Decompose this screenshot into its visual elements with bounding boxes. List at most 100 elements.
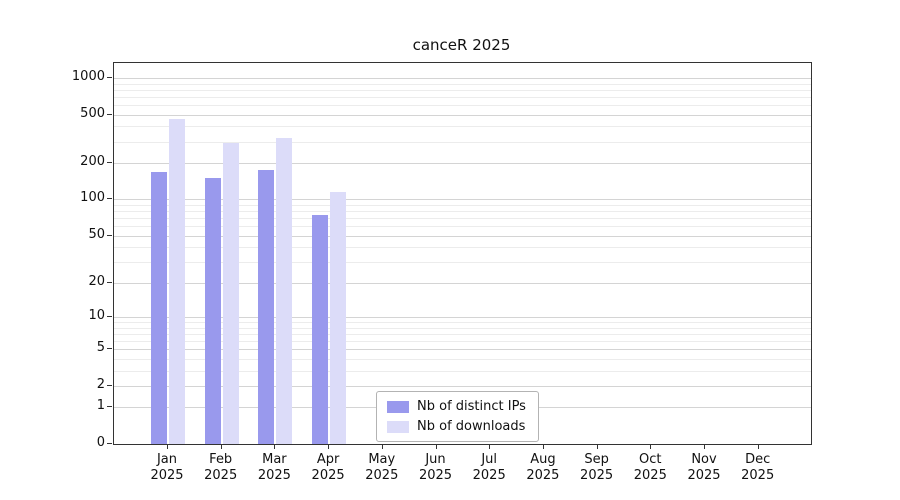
gridline-major bbox=[114, 199, 811, 201]
x-tick-year: 2025 bbox=[580, 468, 614, 483]
bar-downloads-jan bbox=[169, 119, 185, 444]
y-tick-label: 50 bbox=[88, 226, 105, 242]
gridline-minor bbox=[114, 141, 811, 143]
x-tick-year: 2025 bbox=[365, 468, 399, 483]
gridline-minor bbox=[114, 247, 811, 249]
x-tick-year: 2025 bbox=[311, 468, 345, 483]
x-tick-year: 2025 bbox=[687, 468, 721, 483]
y-tick-mark bbox=[107, 76, 112, 78]
x-tick-year: 2025 bbox=[150, 468, 184, 483]
x-tick-year: 2025 bbox=[257, 468, 291, 483]
y-tick-mark bbox=[107, 443, 112, 444]
gridline-minor bbox=[114, 262, 811, 264]
gridline-minor bbox=[114, 104, 811, 106]
x-tick-month: Dec bbox=[745, 452, 771, 467]
gridline-minor bbox=[114, 370, 811, 372]
y-tick-mark bbox=[107, 113, 112, 115]
y-tick-label: 10 bbox=[88, 307, 105, 323]
bar-distinct-ips-apr bbox=[312, 215, 329, 444]
y-tick-label: 1000 bbox=[71, 68, 105, 84]
bar-downloads-mar bbox=[276, 138, 293, 444]
x-tick-year: 2025 bbox=[472, 468, 506, 483]
x-tick-label: Jan 2025 bbox=[137, 452, 197, 484]
y-tick-mark bbox=[107, 384, 112, 386]
legend-item-distinct-ips: Nb of distinct IPs bbox=[387, 399, 526, 414]
x-tick-month: Mar bbox=[262, 452, 287, 467]
gridline-major bbox=[114, 282, 811, 284]
legend-swatch-downloads bbox=[387, 420, 409, 433]
gridline-minor bbox=[114, 333, 811, 335]
x-tick-year: 2025 bbox=[633, 468, 667, 483]
legend-item-downloads: Nb of downloads bbox=[387, 419, 526, 434]
legend-label-downloads: Nb of downloads bbox=[417, 419, 526, 434]
y-tick-mark bbox=[107, 234, 112, 236]
x-tick-month: Oct bbox=[639, 452, 662, 467]
x-tick-year: 2025 bbox=[418, 468, 453, 483]
gridline-minor bbox=[114, 96, 811, 98]
x-tick-label: May 2025 bbox=[352, 452, 412, 484]
x-tick-label: Aug 2025 bbox=[513, 452, 573, 484]
bar-downloads-feb bbox=[222, 143, 239, 444]
gridline-minor bbox=[114, 211, 811, 213]
y-tick-mark bbox=[107, 162, 112, 163]
gridline-minor bbox=[114, 218, 811, 220]
gridline-minor bbox=[114, 340, 811, 342]
x-tick-month: Nov bbox=[691, 452, 717, 467]
gridline-major bbox=[114, 77, 811, 79]
x-tick-label: Apr 2025 bbox=[298, 452, 358, 484]
y-tick-mark bbox=[107, 315, 112, 317]
x-tick-label: Mar 2025 bbox=[244, 452, 304, 484]
bar-downloads-apr bbox=[330, 192, 347, 444]
y-tick-label: 500 bbox=[80, 105, 105, 121]
gridline-major bbox=[114, 235, 811, 237]
y-tick-label: 0 bbox=[96, 435, 105, 450]
x-tick-month: Feb bbox=[209, 452, 233, 467]
y-tick-label: 2 bbox=[96, 376, 105, 392]
x-tick-month: Jun bbox=[425, 452, 446, 467]
gridline-major bbox=[114, 114, 811, 116]
chart-title: canceR 2025 bbox=[412, 36, 511, 54]
bar-distinct-ips-mar bbox=[258, 170, 275, 444]
x-tick-month: Apr bbox=[316, 452, 340, 467]
gridline-minor bbox=[114, 358, 811, 360]
y-tick-mark bbox=[107, 198, 112, 200]
y-tick-mark bbox=[107, 348, 112, 350]
bar-distinct-ips-jan bbox=[151, 171, 167, 444]
x-tick-month: May bbox=[368, 452, 396, 467]
y-tick-mark bbox=[107, 406, 112, 408]
gridline-minor bbox=[114, 83, 811, 85]
legend-swatch-distinct-ips bbox=[387, 400, 409, 413]
y-tick-label: 5 bbox=[96, 340, 105, 356]
x-tick-label: Jun 2025 bbox=[406, 452, 466, 484]
gridline-minor bbox=[114, 226, 811, 228]
y-tick-mark bbox=[107, 281, 112, 283]
y-tick-label: 200 bbox=[80, 154, 105, 169]
x-tick-label: Nov 2025 bbox=[674, 452, 734, 484]
x-tick-year: 2025 bbox=[526, 468, 560, 483]
gridline-major bbox=[114, 316, 811, 318]
gridline-minor bbox=[114, 322, 811, 323]
y-tick-label: 20 bbox=[88, 273, 105, 289]
x-tick-year: 2025 bbox=[204, 468, 238, 483]
x-tick-label: Feb 2025 bbox=[191, 452, 251, 484]
x-tick-year: 2025 bbox=[741, 468, 775, 483]
x-tick-month: Sep bbox=[584, 452, 609, 467]
y-tick-label: 100 bbox=[80, 190, 105, 206]
legend-label-distinct-ips: Nb of distinct IPs bbox=[417, 399, 526, 414]
x-tick-month: Jan bbox=[156, 452, 178, 467]
x-tick-label: Sep 2025 bbox=[567, 452, 627, 484]
gridline-minor bbox=[114, 89, 811, 91]
gridline-minor bbox=[114, 204, 811, 206]
plot-area bbox=[113, 62, 812, 445]
x-tick-month: Aug bbox=[530, 452, 556, 467]
gridline-major bbox=[114, 385, 811, 387]
legend: Nb of distinct IPs Nb of downloads bbox=[376, 391, 539, 442]
gridline-major bbox=[114, 163, 811, 164]
gridline-minor bbox=[114, 327, 811, 329]
x-tick-month: Jul bbox=[481, 452, 498, 467]
gridline-major bbox=[114, 349, 811, 351]
bar-distinct-ips-feb bbox=[204, 178, 221, 444]
x-tick-label: Jul 2025 bbox=[459, 452, 519, 484]
y-tick-label: 1 bbox=[96, 398, 105, 414]
